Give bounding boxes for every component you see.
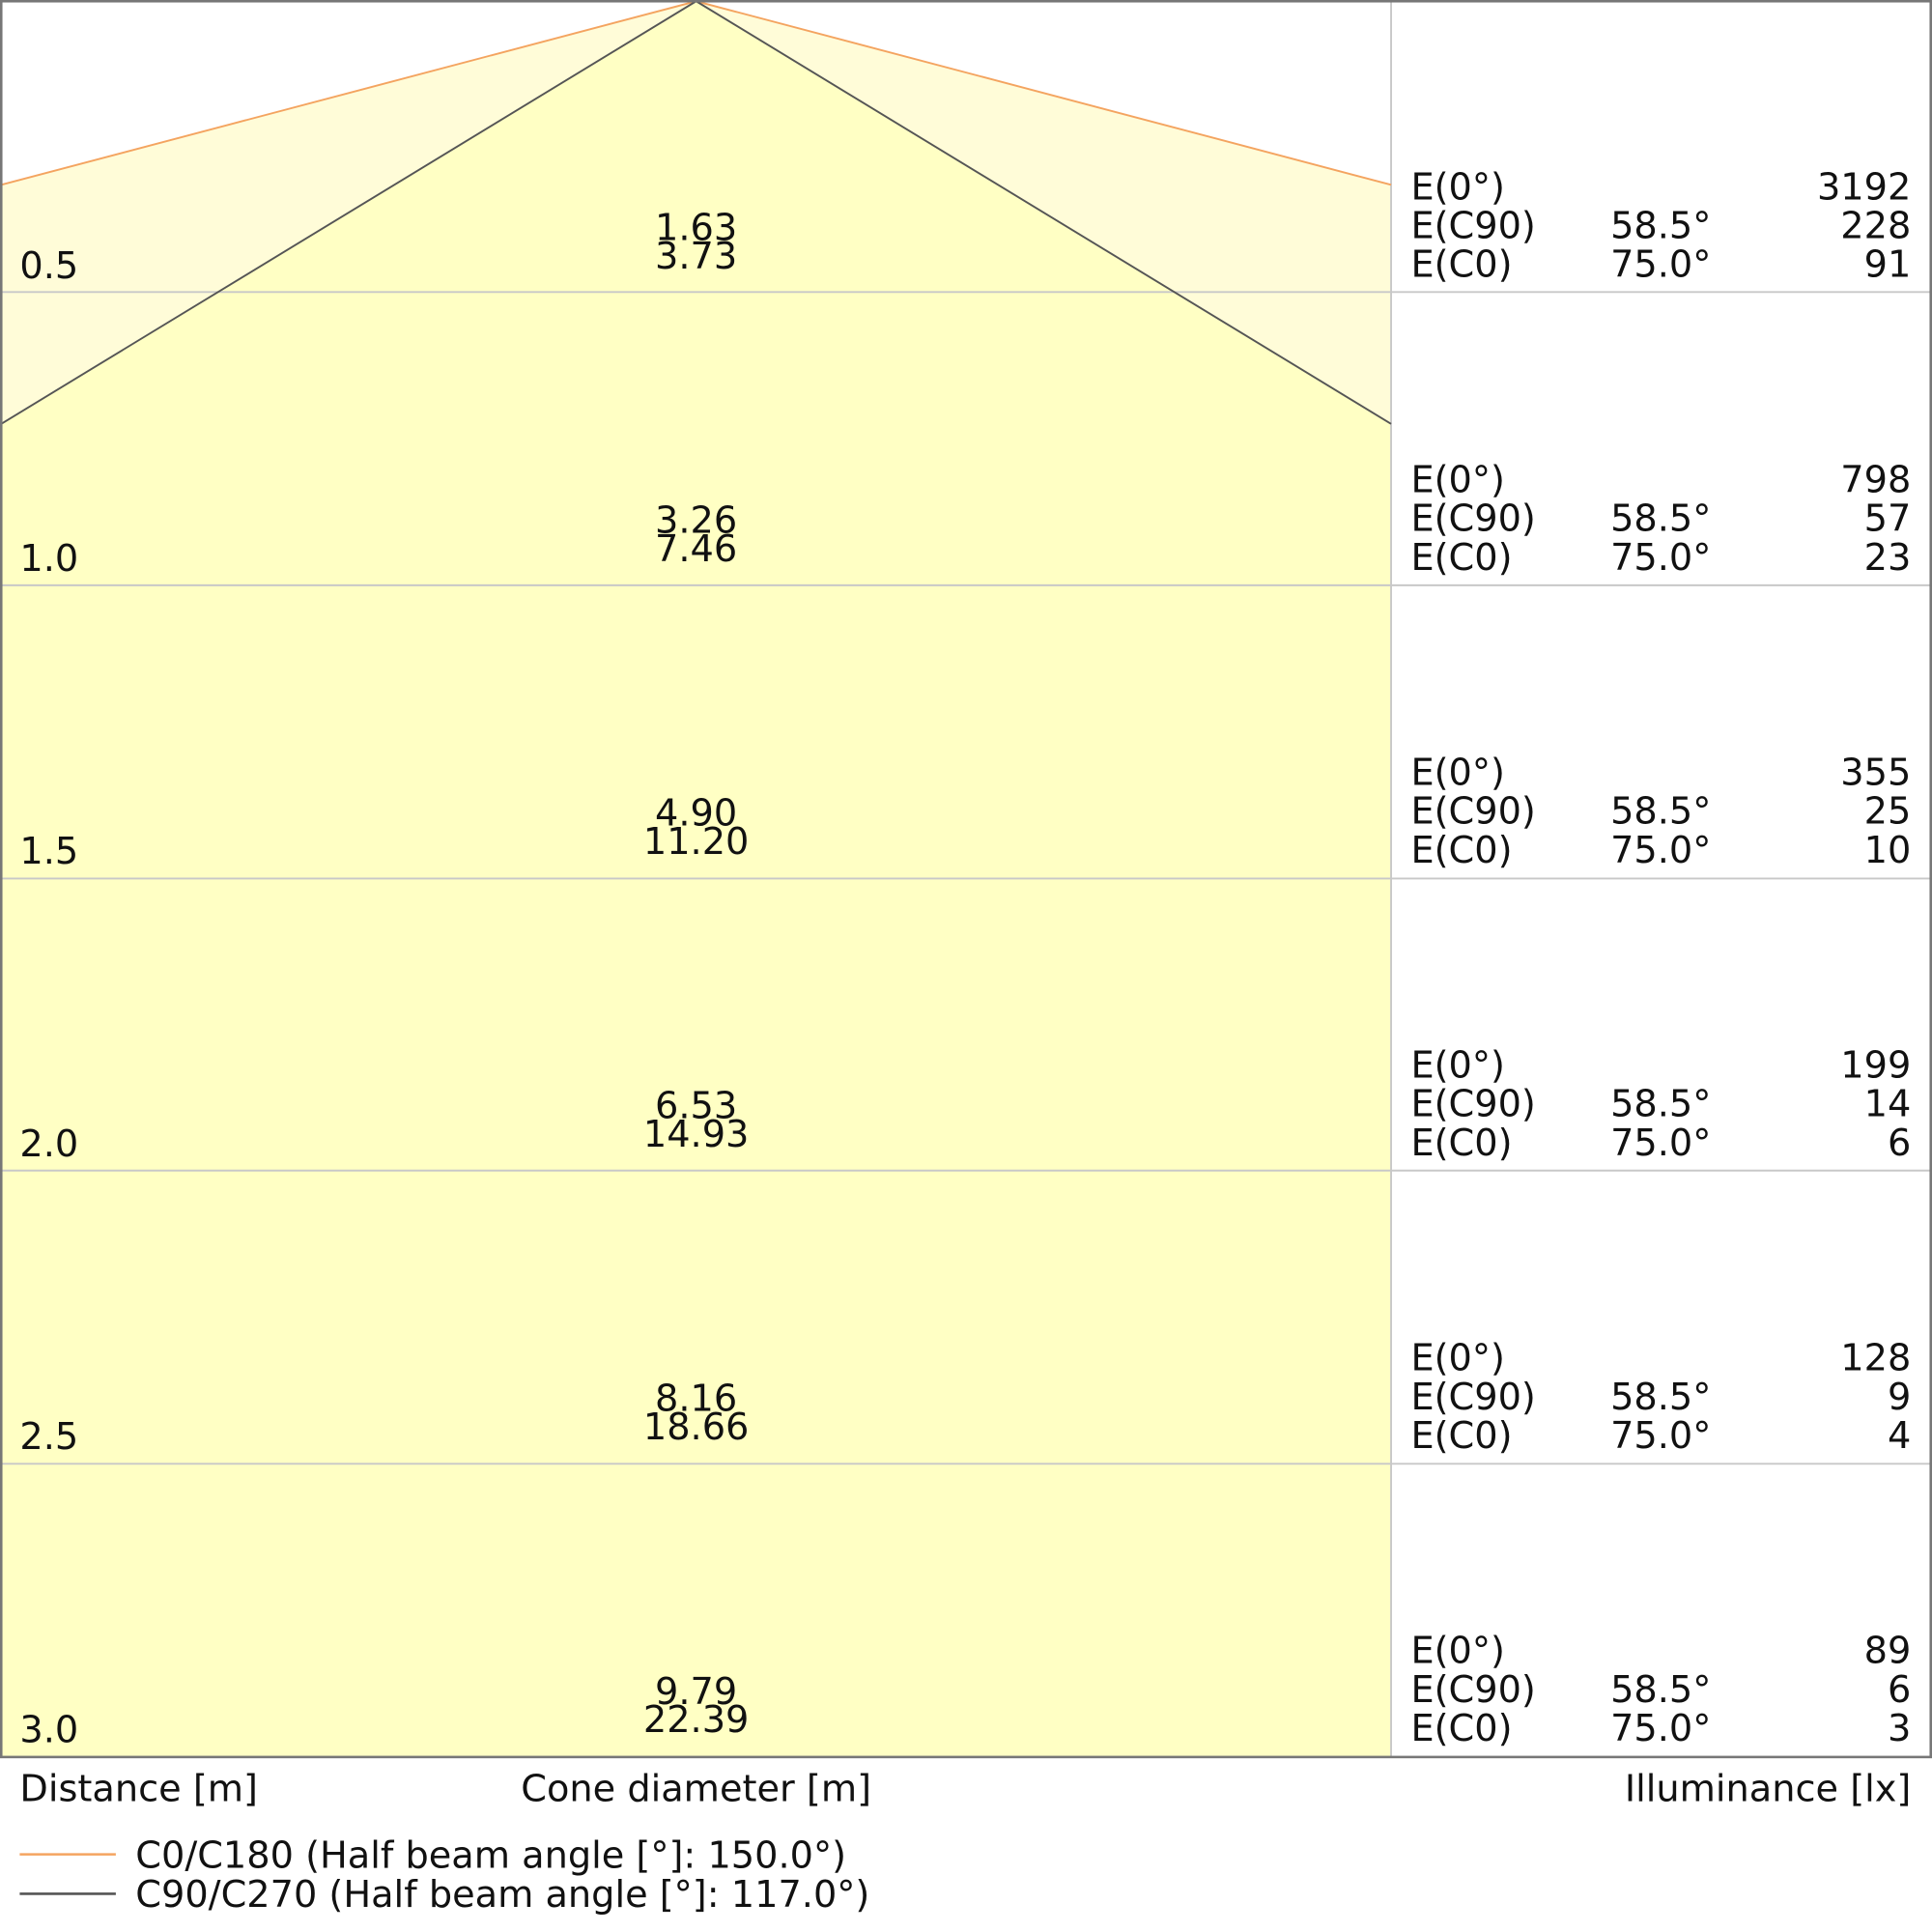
illuminance-label: E(0°) bbox=[1410, 458, 1504, 501]
illuminance-label: E(C90) bbox=[1410, 1668, 1535, 1712]
distance-label: 3.0 bbox=[19, 1708, 78, 1751]
cone-diameter-c90: 4.90 bbox=[655, 792, 737, 836]
cone-diameter-c90: 9.79 bbox=[655, 1670, 737, 1714]
illuminance-angle: 75.0° bbox=[1610, 829, 1711, 872]
illuminance-label: E(C0) bbox=[1410, 1707, 1512, 1750]
illuminance-value: 128 bbox=[1840, 1337, 1911, 1380]
illuminance-angle: 58.5° bbox=[1610, 1083, 1711, 1126]
illuminance-angle: 75.0° bbox=[1610, 1707, 1711, 1750]
illuminance-angle: 58.5° bbox=[1610, 1376, 1711, 1419]
illuminance-value: 9 bbox=[1888, 1376, 1911, 1419]
illuminance-angle: 58.5° bbox=[1610, 497, 1711, 541]
illuminance-label: E(0°) bbox=[1410, 1044, 1504, 1088]
illuminance-angle: 58.5° bbox=[1610, 790, 1711, 834]
row-lines bbox=[1, 1, 1931, 1757]
illuminance-value: 89 bbox=[1864, 1630, 1912, 1673]
cone-diameter-c90: 6.53 bbox=[655, 1085, 737, 1128]
illuminance-value: 6 bbox=[1888, 1668, 1911, 1712]
illuminance-angle: 58.5° bbox=[1610, 1668, 1711, 1712]
illuminance-label: E(C0) bbox=[1410, 829, 1512, 872]
illuminance-value: 57 bbox=[1864, 497, 1912, 541]
illuminance-label: E(C0) bbox=[1410, 243, 1512, 287]
illuminance-label: E(0°) bbox=[1410, 1630, 1504, 1673]
cone-diameter-c90: 8.16 bbox=[655, 1378, 737, 1421]
illuminance-angle: 75.0° bbox=[1610, 243, 1711, 287]
illuminance-value: 6 bbox=[1888, 1122, 1911, 1165]
cone-diameter-c0: 3.73 bbox=[655, 235, 737, 278]
cone-diameter-c0: 14.93 bbox=[643, 1113, 750, 1156]
distance-label: 1.0 bbox=[19, 537, 78, 581]
illuminance-value: 91 bbox=[1864, 243, 1912, 287]
illuminance-value: 3 bbox=[1888, 1707, 1911, 1750]
cone-diameter-c90: 1.63 bbox=[655, 206, 737, 249]
cone-diameter-c0: 22.39 bbox=[643, 1698, 750, 1742]
footer-distance: Distance [m] bbox=[19, 1768, 258, 1811]
cone-diameter-c0: 18.66 bbox=[643, 1406, 750, 1449]
illuminance-label: E(C90) bbox=[1410, 1376, 1535, 1419]
illuminance-label: E(C0) bbox=[1410, 1414, 1512, 1458]
illuminance-value: 228 bbox=[1840, 205, 1911, 248]
illuminance-label: E(C90) bbox=[1410, 205, 1535, 248]
frame bbox=[0, 0, 1932, 1759]
illuminance-label: E(0°) bbox=[1410, 752, 1504, 795]
illuminance-label: E(C90) bbox=[1410, 1083, 1535, 1126]
footer-illuminance: Illuminance [lx] bbox=[1625, 1768, 1911, 1811]
illuminance-value: 3192 bbox=[1817, 165, 1911, 209]
illuminance-value: 14 bbox=[1864, 1083, 1912, 1126]
footer-cone: Cone diameter [m] bbox=[521, 1768, 871, 1811]
illuminance-value: 199 bbox=[1840, 1044, 1911, 1088]
illuminance-label: E(0°) bbox=[1410, 1337, 1504, 1380]
distance-label: 0.5 bbox=[19, 244, 78, 288]
illuminance-label: E(C0) bbox=[1410, 536, 1512, 580]
illuminance-angle: 58.5° bbox=[1610, 205, 1711, 248]
legend-entry: C90/C270 (Half beam angle [°]: 117.0°) bbox=[135, 1873, 869, 1917]
distance-label: 2.5 bbox=[19, 1415, 78, 1459]
illuminance-angle: 75.0° bbox=[1610, 1414, 1711, 1458]
illuminance-angle: 75.0° bbox=[1610, 1122, 1711, 1165]
illuminance-label: E(C90) bbox=[1410, 497, 1535, 541]
cone-diameter-c0: 7.46 bbox=[655, 527, 737, 571]
cone-diameter-c0: 11.20 bbox=[643, 820, 750, 864]
illuminance-value: 4 bbox=[1888, 1414, 1911, 1458]
illuminance-label: E(0°) bbox=[1410, 165, 1504, 209]
cone-diameter-c90: 3.26 bbox=[655, 499, 737, 543]
illuminance-label: E(C0) bbox=[1410, 1122, 1512, 1165]
illuminance-label: E(C90) bbox=[1410, 790, 1535, 834]
illuminance-value: 25 bbox=[1864, 790, 1912, 834]
illuminance-value: 798 bbox=[1840, 458, 1911, 501]
illuminance-angle: 75.0° bbox=[1610, 536, 1711, 580]
distance-label: 1.5 bbox=[19, 830, 78, 873]
illuminance-value: 10 bbox=[1864, 829, 1912, 872]
distance-label: 2.0 bbox=[19, 1122, 78, 1166]
illuminance-value: 355 bbox=[1840, 752, 1911, 795]
illuminance-value: 23 bbox=[1864, 536, 1912, 580]
legend-entry: C0/C180 (Half beam angle [°]: 150.0°) bbox=[135, 1833, 846, 1877]
